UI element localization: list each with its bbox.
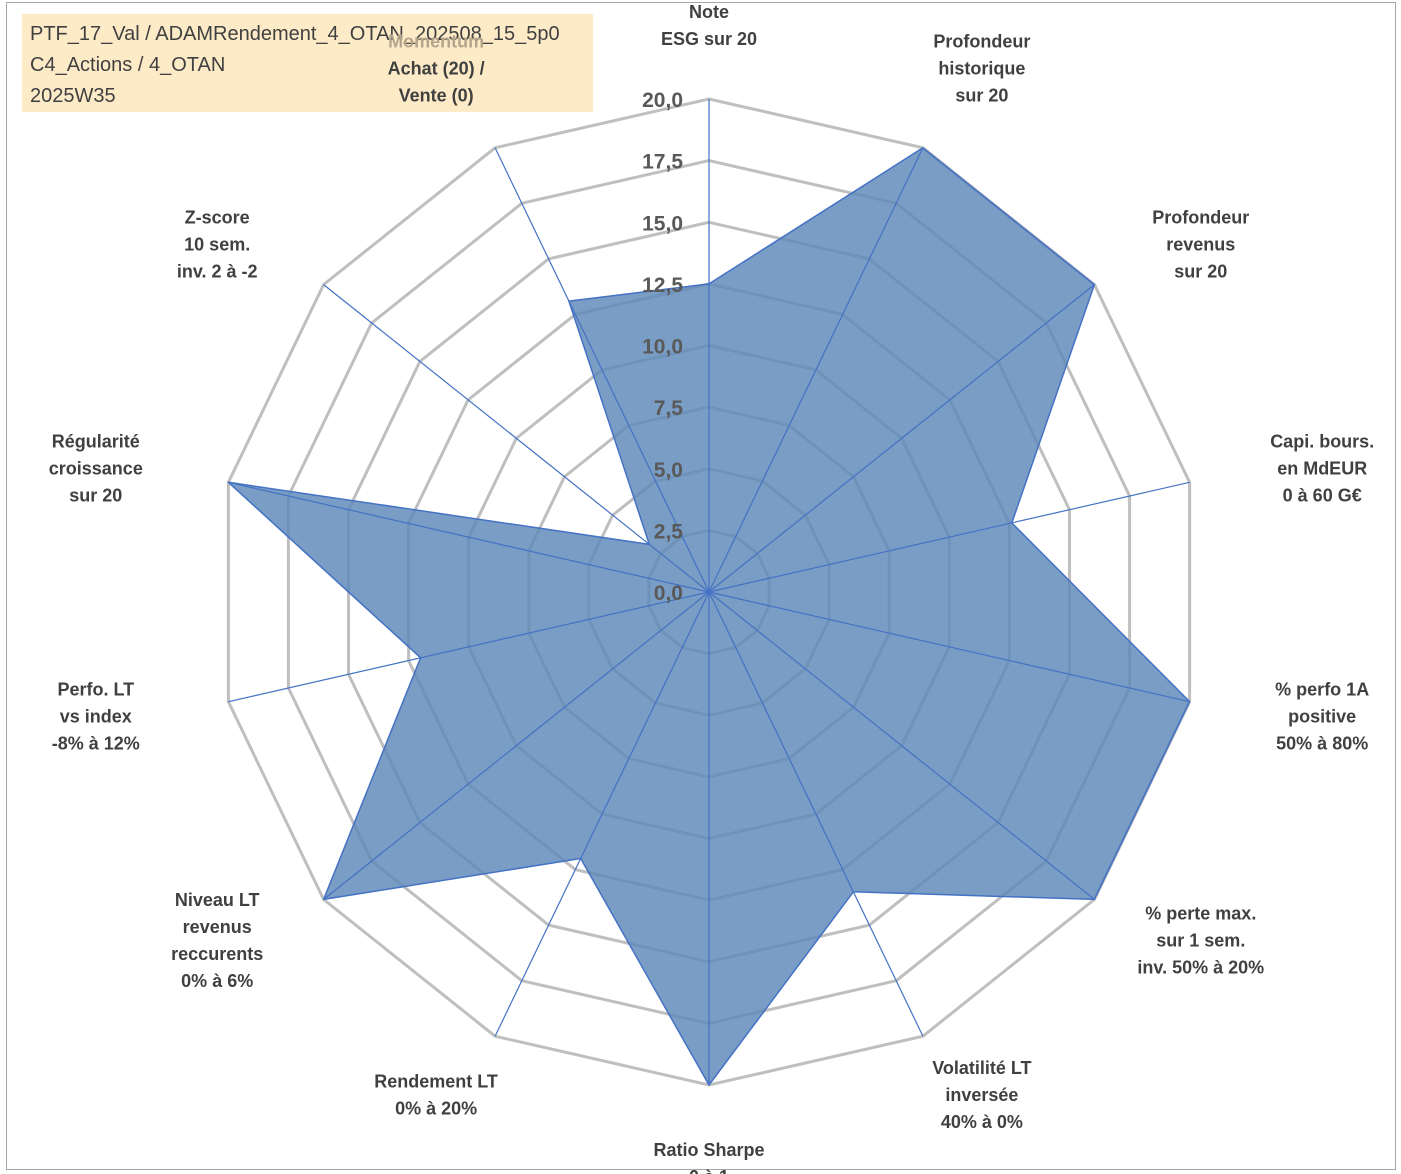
axis-label-4: % perfo 1A positive 50% à 80% [1275,680,1369,754]
tick-label-8: 20,0 [642,89,683,112]
axis-label-line: Ratio Sharpe [653,1140,764,1160]
axis-label-line: Volatilité LT [932,1058,1031,1078]
axis-label-11: Régularité croissance sur 20 [49,431,143,505]
axis-labels: Note ESG sur 20 Profondeur historique sur 20… [49,2,1374,1174]
axis-label-line: croissance [49,458,143,478]
radar-spokes [228,99,1190,1085]
axis-spoke-6 [708,591,924,1037]
axis-spoke-10 [228,591,710,703]
axis-label-line: -8% à 12% [52,734,140,754]
axis-label-1: Profondeur historique sur 20 [933,32,1030,106]
axis-label-line: Rendement LT [374,1072,498,1092]
axis-spoke-5 [708,591,1095,900]
tick-label-7: 17,5 [642,151,683,174]
axis-label-line: Niveau LT [175,890,260,910]
axis-label-6: Volatilité LT inversée 40% à 0% [932,1058,1031,1132]
tick-label-0: 0,0 [654,582,683,605]
axis-spoke-4 [708,591,1190,703]
portfolio-path: PTF_17_Val / ADAMRendement_4_OTAN_202508… [30,23,560,45]
axis-label-line: Achat (20) / [388,59,485,79]
tick-label-4: 10,0 [642,336,683,359]
axis-spoke-12 [323,284,710,593]
axis-label-line: % perfo 1A [1275,680,1369,700]
tick-label-5: 12,5 [642,274,683,297]
axis-label-line: sur 20 [1174,262,1227,282]
tick-label-6: 15,0 [642,212,683,235]
tick-label-1: 2,5 [654,520,684,543]
axis-label-line: 50% à 80% [1276,734,1368,754]
axis-label-line: sur 1 sem. [1156,930,1245,950]
axis-label-line: Perfo. LT [57,680,134,700]
axis-label-line: % perte max. [1145,903,1256,923]
axis-label-line: 0% à 20% [395,1099,477,1119]
tick-label-3: 7,5 [654,397,684,420]
axis-label-line: ESG sur 20 [661,29,757,49]
axis-label-line: Note [689,2,729,22]
tick-label-2: 5,0 [654,459,683,482]
axis-label-line: Capi. bours. [1270,431,1374,451]
axis-label-line: historique [938,59,1025,79]
chart-info-box: PTF_17_Val / ADAMRendement_4_OTAN_202508… [22,14,593,112]
axis-label-line: positive [1288,707,1356,727]
axis-spoke-9 [323,591,710,900]
axis-label-0: Note ESG sur 20 [661,2,757,49]
axis-label-line: 0% à 6% [181,971,253,991]
axis-label-line: sur 20 [69,485,122,505]
axis-spoke-1 [708,147,924,593]
axis-spoke-13 [494,147,710,593]
axis-spoke-11 [228,481,710,593]
axis-label-9: Niveau LT revenus reccurents 0% à 6% [171,890,263,991]
axis-label-line: 0 à 60 G€ [1283,485,1362,505]
axis-label-line: Régularité [52,431,140,451]
axis-label-line: revenus [1166,235,1235,255]
axis-label-line: reccurents [171,944,263,964]
chart-frame [6,2,1396,1170]
axis-label-3: Capi. bours. en MdEUR 0 à 60 G€ [1270,431,1374,505]
axis-label-line: inversée [945,1085,1018,1105]
axis-label-line: Z-score [185,208,250,228]
axis-label-8: Rendement LT 0% à 20% [374,1072,498,1119]
category-path: C4_Actions / 4_OTAN [30,54,226,76]
radial-tick-labels: 0,0 2,5 5,0 7,5 10,0 12,5 15,0 17,5 20,0 [642,89,683,605]
axis-label-line: inv. 2 à -2 [177,262,258,282]
axis-label-5: % perte max. sur 1 sem. inv. 50% à 20% [1137,903,1264,977]
axis-label-line: 10 sem. [184,235,250,255]
axis-label-line: Vente (0) [399,86,474,106]
axis-label-2: Profondeur revenus sur 20 [1152,208,1249,282]
axis-spoke-2 [708,284,1095,593]
axis-label-line: 0 à 1 [689,1167,729,1174]
axis-label-13: Momentum Achat (20) / Vente (0) [388,32,485,106]
axis-label-line: 40% à 0% [941,1112,1023,1132]
axis-label-10: Perfo. LT vs index -8% à 12% [52,680,140,754]
axis-label-line: revenus [183,917,252,937]
axis-label-12: Z-score 10 sem. inv. 2 à -2 [177,208,258,282]
axis-label-line: Profondeur [933,32,1030,52]
axis-spoke-8 [494,591,710,1037]
axis-label-line: Momentum [388,32,484,52]
axis-label-line: inv. 50% à 20% [1137,957,1264,977]
axis-label-line: Profondeur [1152,208,1249,228]
axis-label-line: sur 20 [955,86,1008,106]
axis-label-7: Ratio Sharpe 0 à 1 [653,1140,764,1174]
axis-label-line: en MdEUR [1277,458,1367,478]
week-label: 2025W35 [30,85,116,107]
axis-spoke-3 [708,481,1190,593]
axis-label-line: vs index [60,707,132,727]
